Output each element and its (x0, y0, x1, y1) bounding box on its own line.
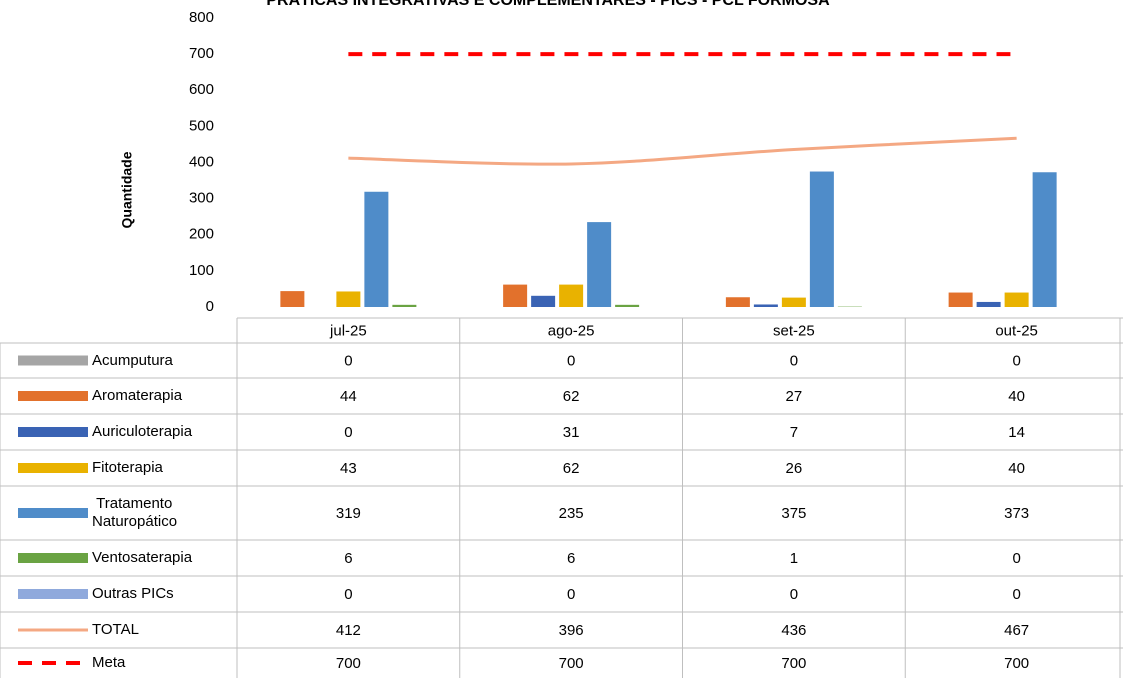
table-value: 436 (781, 622, 806, 639)
legend-swatch (18, 508, 88, 518)
y-tick-label: 700 (189, 45, 214, 62)
legend-swatch (18, 589, 88, 599)
y-tick-label: 600 (189, 81, 214, 98)
bar (503, 284, 528, 307)
table-value: 0 (344, 586, 352, 603)
bar (976, 301, 1001, 307)
legend-label-box: Tratamento Naturopático (92, 495, 178, 530)
bar (559, 284, 584, 307)
legend-swatch (18, 553, 88, 563)
table-value: 7 (790, 424, 798, 441)
bar (364, 191, 389, 307)
legend-label-box: Ventosaterapia (92, 549, 193, 566)
table-value: 467 (1004, 622, 1029, 639)
table-value: 373 (1004, 505, 1029, 522)
bar (336, 291, 361, 307)
bar (392, 304, 417, 307)
y-axis-label: Quantidade (119, 151, 135, 228)
table-value: 0 (790, 352, 798, 369)
table-value: 6 (344, 550, 352, 567)
y-tick-label: 200 (189, 226, 214, 243)
table-value: 31 (563, 424, 580, 441)
table-value: 44 (340, 388, 357, 405)
table-value: 0 (344, 424, 352, 441)
bar (531, 295, 556, 307)
legend-label: TOTAL (92, 621, 139, 638)
legend-label: Meta (92, 654, 126, 671)
bar (1004, 292, 1029, 307)
legend-swatch (18, 391, 88, 401)
table-value: 26 (786, 460, 803, 477)
legend-label: Ventosaterapia (92, 549, 193, 566)
x-tick-label: set-25 (773, 322, 815, 339)
y-tick-label: 0 (206, 298, 214, 315)
table-value: 700 (781, 655, 806, 672)
table-value: 0 (344, 352, 352, 369)
legend-label-box: Auriculoterapia (92, 423, 193, 440)
bar (725, 297, 750, 307)
table-value: 40 (1008, 460, 1025, 477)
table-value: 396 (559, 622, 584, 639)
line-series (348, 136, 1017, 166)
table-value: 235 (559, 505, 584, 522)
bar (587, 222, 612, 307)
table-value: 0 (790, 586, 798, 603)
table-value: 0 (1012, 550, 1020, 567)
y-tick-label: 300 (189, 190, 214, 207)
legend-swatch (18, 355, 88, 366)
table-value: 43 (340, 460, 357, 477)
legend-label-box: Acumputura (92, 351, 173, 369)
legend-label: Aromaterapia (92, 387, 183, 404)
legend-label: Tratamento Naturopático (92, 495, 178, 530)
table-value: 0 (567, 586, 575, 603)
y-tick-label: 100 (189, 262, 214, 279)
legend-swatch (18, 427, 88, 437)
legend-label-box: Outras PICs (92, 585, 174, 602)
y-tick-label: 500 (189, 117, 214, 134)
legend-label-box: Fitoterapia (92, 459, 163, 476)
table-value: 0 (1012, 352, 1020, 369)
legend-label-box: TOTAL (92, 621, 139, 638)
legend-label-box: Aromaterapia (92, 387, 183, 404)
table-value: 412 (336, 622, 361, 639)
table-value: 700 (559, 655, 584, 672)
table-value: 1 (790, 550, 798, 567)
bar (615, 304, 640, 307)
table-value: 6 (567, 550, 575, 567)
y-tick-label: 800 (189, 9, 214, 26)
legend-label-box: Meta (92, 654, 126, 671)
bar (809, 171, 834, 307)
chart-title: PRÁTICAS INTEGRATIVAS E COMPLEMENTARES -… (266, 0, 830, 9)
table-value: 700 (1004, 655, 1029, 672)
table-value: 14 (1008, 424, 1025, 441)
legend-label: Outras PICs (92, 585, 174, 602)
table-value: 319 (336, 505, 361, 522)
legend-label: Acumputura (92, 351, 173, 369)
x-tick-label: ago-25 (548, 322, 595, 339)
table-value: 700 (336, 655, 361, 672)
table-value: 40 (1008, 388, 1025, 405)
table-value: 62 (563, 388, 580, 405)
x-tick-label: out-25 (995, 322, 1038, 339)
bar (753, 304, 778, 307)
bar (781, 297, 806, 307)
table-value: 375 (781, 505, 806, 522)
y-tick-label: 400 (189, 153, 214, 170)
table-value: 0 (567, 352, 575, 369)
table-value: 0 (1012, 586, 1020, 603)
table-value: 27 (786, 388, 803, 405)
legend-swatch (18, 463, 88, 473)
table-value: 62 (563, 460, 580, 477)
bar (280, 291, 305, 307)
legend-label: Fitoterapia (92, 459, 163, 476)
bar (948, 292, 973, 307)
bar (1032, 172, 1057, 307)
x-tick-label: jul-25 (329, 322, 367, 339)
legend-label: Auriculoterapia (92, 423, 193, 440)
